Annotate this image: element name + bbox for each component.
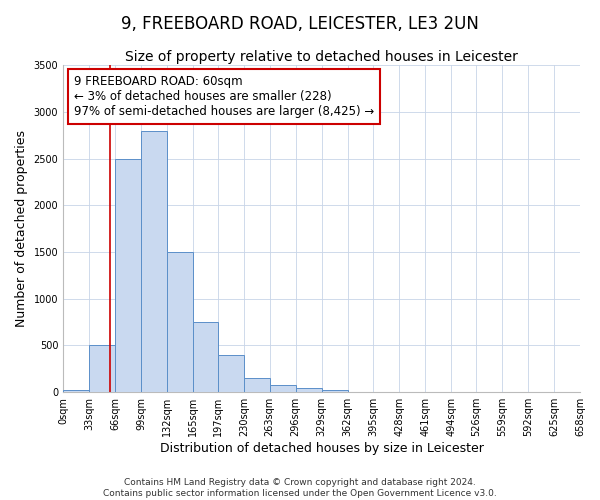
Bar xyxy=(89,346,115,392)
Bar xyxy=(296,388,322,392)
Bar xyxy=(193,322,218,392)
Y-axis label: Number of detached properties: Number of detached properties xyxy=(15,130,28,327)
Title: Size of property relative to detached houses in Leicester: Size of property relative to detached ho… xyxy=(125,50,518,64)
Bar xyxy=(167,252,193,392)
Bar xyxy=(63,390,89,392)
Bar xyxy=(141,130,167,392)
X-axis label: Distribution of detached houses by size in Leicester: Distribution of detached houses by size … xyxy=(160,442,484,455)
Bar xyxy=(115,158,141,392)
Bar xyxy=(218,355,244,392)
Text: Contains HM Land Registry data © Crown copyright and database right 2024.
Contai: Contains HM Land Registry data © Crown c… xyxy=(103,478,497,498)
Text: 9, FREEBOARD ROAD, LEICESTER, LE3 2UN: 9, FREEBOARD ROAD, LEICESTER, LE3 2UN xyxy=(121,15,479,33)
Bar xyxy=(270,385,296,392)
Bar xyxy=(322,390,347,392)
Bar xyxy=(244,378,270,392)
Text: 9 FREEBOARD ROAD: 60sqm
← 3% of detached houses are smaller (228)
97% of semi-de: 9 FREEBOARD ROAD: 60sqm ← 3% of detached… xyxy=(74,75,374,118)
